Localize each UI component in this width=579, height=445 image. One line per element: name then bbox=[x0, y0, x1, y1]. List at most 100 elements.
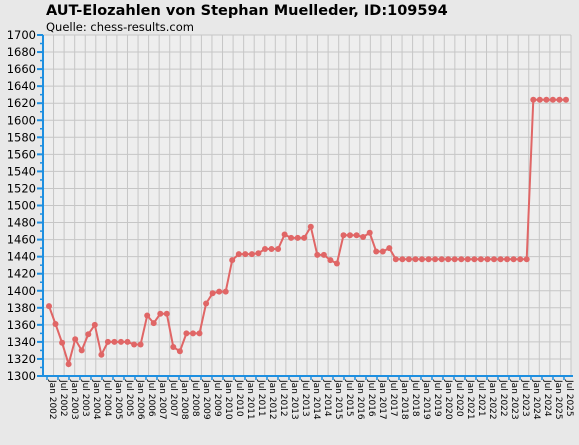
series-elo bbox=[46, 96, 569, 368]
elo-point bbox=[353, 232, 360, 239]
elo-point bbox=[52, 321, 59, 327]
x-tick-label: Jan 2020 bbox=[443, 379, 453, 420]
elo-point bbox=[150, 320, 157, 327]
elo-point bbox=[563, 96, 569, 103]
y-tick-label: 1640 bbox=[7, 79, 36, 93]
x-tick-label: Jul 2024 bbox=[542, 379, 552, 417]
elo-point bbox=[405, 256, 412, 263]
elo-point bbox=[262, 246, 268, 252]
x-tick-label: Jul 2005 bbox=[124, 379, 134, 417]
elo-point bbox=[131, 341, 138, 348]
x-tick-label: Jan 2008 bbox=[179, 379, 189, 420]
elo-point bbox=[464, 256, 471, 263]
elo-point bbox=[65, 361, 72, 368]
elo-point bbox=[458, 256, 465, 263]
elo-point bbox=[216, 288, 223, 295]
elo-point bbox=[471, 256, 478, 263]
y-tick-label: 1320 bbox=[7, 352, 36, 366]
elo-point bbox=[301, 234, 308, 241]
elo-point bbox=[85, 331, 92, 338]
y-tick-label: 1360 bbox=[7, 318, 36, 332]
elo-point bbox=[497, 256, 504, 263]
y-tick-label: 1520 bbox=[7, 181, 36, 195]
elo-point bbox=[445, 256, 452, 263]
elo-point bbox=[294, 234, 301, 241]
elo-point bbox=[248, 251, 255, 258]
x-tick-label: Jan 2023 bbox=[509, 379, 519, 420]
elo-point bbox=[190, 330, 196, 337]
x-tick-label: Jan 2024 bbox=[531, 379, 541, 420]
y-tick-label: 1580 bbox=[7, 130, 36, 144]
elo-point bbox=[510, 256, 517, 263]
x-tick-label: Jul 2011 bbox=[256, 379, 266, 417]
elo-point bbox=[46, 303, 52, 310]
y-tick-label: 1460 bbox=[7, 233, 36, 247]
y-tick-label: 1420 bbox=[7, 267, 36, 281]
elo-point bbox=[229, 257, 236, 264]
elo-point bbox=[451, 256, 458, 263]
x-tick-label: Jan 2015 bbox=[333, 379, 343, 420]
elo-point bbox=[59, 339, 66, 346]
grid-lines bbox=[42, 34, 572, 377]
elo-point bbox=[91, 321, 98, 328]
elo-point bbox=[314, 251, 321, 258]
elo-point bbox=[235, 251, 242, 258]
x-tick-label: Jul 2009 bbox=[212, 379, 222, 417]
y-tick-label: 1600 bbox=[7, 113, 36, 127]
x-tick-label: Jul 2021 bbox=[476, 379, 486, 417]
x-tick-label: Jul 2025 bbox=[564, 379, 574, 417]
elo-point bbox=[222, 288, 229, 295]
x-tick-label: Jul 2002 bbox=[58, 379, 68, 417]
elo-point bbox=[333, 260, 340, 267]
elo-point bbox=[111, 338, 118, 345]
elo-point bbox=[340, 232, 347, 239]
x-tick-label: Jul 2003 bbox=[80, 379, 90, 417]
elo-point bbox=[209, 290, 216, 297]
elo-point bbox=[432, 256, 439, 263]
elo-point bbox=[118, 338, 124, 345]
elo-point bbox=[137, 341, 144, 348]
x-tick-label: Jan 2022 bbox=[487, 379, 497, 420]
elo-point bbox=[320, 251, 327, 258]
elo-point bbox=[543, 96, 550, 103]
x-tick-label: Jan 2010 bbox=[223, 379, 233, 420]
elo-point bbox=[203, 300, 210, 307]
elo-point bbox=[412, 256, 419, 263]
x-tick-label: Jul 2017 bbox=[388, 379, 398, 417]
x-tick-label: Jul 2008 bbox=[190, 379, 200, 417]
x-tick-label: Jul 2016 bbox=[366, 379, 376, 417]
elo-point bbox=[536, 96, 543, 103]
chart-source: Quelle: chess-results.com bbox=[46, 20, 194, 34]
x-tick-label: Jan 2006 bbox=[135, 379, 145, 420]
elo-point bbox=[517, 256, 524, 263]
elo-point bbox=[196, 330, 203, 337]
y-tick-label: 1680 bbox=[7, 45, 36, 59]
elo-point bbox=[327, 257, 334, 264]
elo-point bbox=[307, 223, 314, 230]
y-tick-label: 1500 bbox=[7, 199, 36, 213]
y-tick-label: 1440 bbox=[7, 250, 36, 264]
elo-point bbox=[78, 347, 85, 354]
x-tick-label: Jan 2019 bbox=[421, 379, 431, 420]
elo-point bbox=[392, 256, 399, 263]
elo-point bbox=[163, 310, 170, 317]
y-tick-label: 1340 bbox=[7, 335, 36, 349]
elo-point bbox=[242, 251, 249, 258]
x-axis: Jan 2002 Jul 2002 Jan 2003 Jul 2003 Jan 2004… bbox=[43, 375, 574, 420]
y-axis: 1300 1320 1340 1360 1380 1400 1420 1440 1460 1480… bbox=[7, 28, 44, 383]
x-tick-label: Jul 2013 bbox=[300, 379, 310, 417]
x-tick-label: Jul 2019 bbox=[432, 379, 442, 417]
y-tick-label: 1660 bbox=[7, 62, 36, 76]
elo-point bbox=[523, 256, 530, 263]
x-tick-label: Jan 2011 bbox=[245, 379, 255, 420]
y-tick-label: 1380 bbox=[7, 301, 36, 315]
y-tick-label: 1700 bbox=[7, 28, 36, 42]
x-tick-label: Jan 2004 bbox=[91, 379, 101, 420]
elo-point bbox=[379, 248, 386, 255]
elo-point bbox=[124, 338, 131, 345]
y-tick-label: 1540 bbox=[7, 164, 36, 178]
x-tick-label: Jul 2014 bbox=[322, 379, 332, 417]
x-tick-label: Jul 2022 bbox=[498, 379, 508, 417]
elo-point bbox=[504, 256, 511, 263]
